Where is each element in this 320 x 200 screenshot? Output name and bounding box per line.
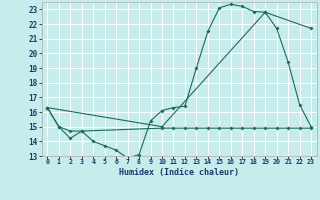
X-axis label: Humidex (Indice chaleur): Humidex (Indice chaleur) [119, 168, 239, 177]
